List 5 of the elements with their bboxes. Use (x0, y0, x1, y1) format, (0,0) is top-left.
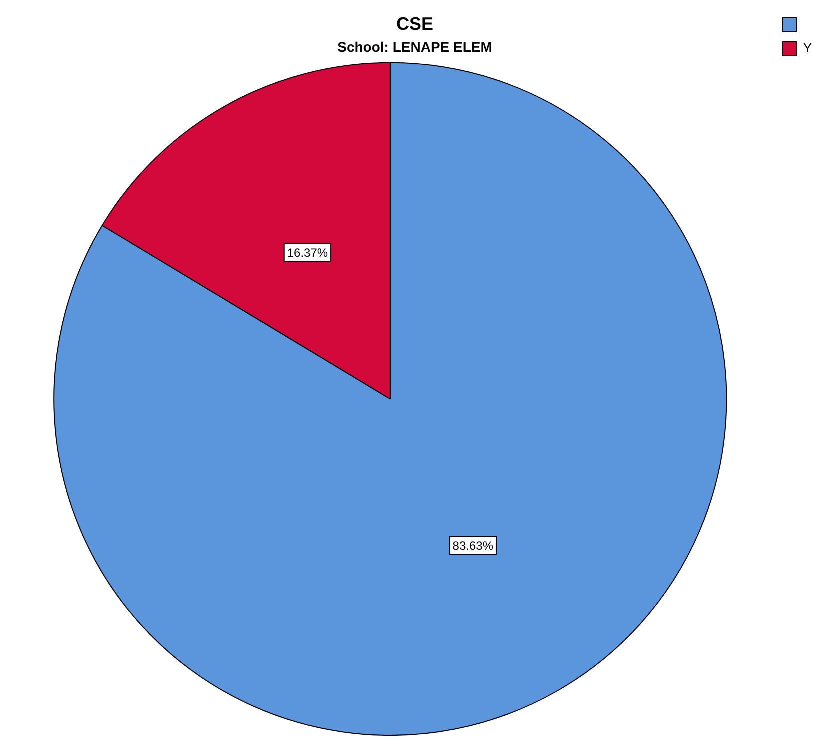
data-label: 16.37% (287, 246, 328, 260)
text: School: LENAPE ELEM (338, 38, 492, 55)
data-label: 83.63% (452, 538, 494, 553)
legend-label: Y (803, 40, 812, 56)
chart-title: CSE (396, 14, 434, 34)
